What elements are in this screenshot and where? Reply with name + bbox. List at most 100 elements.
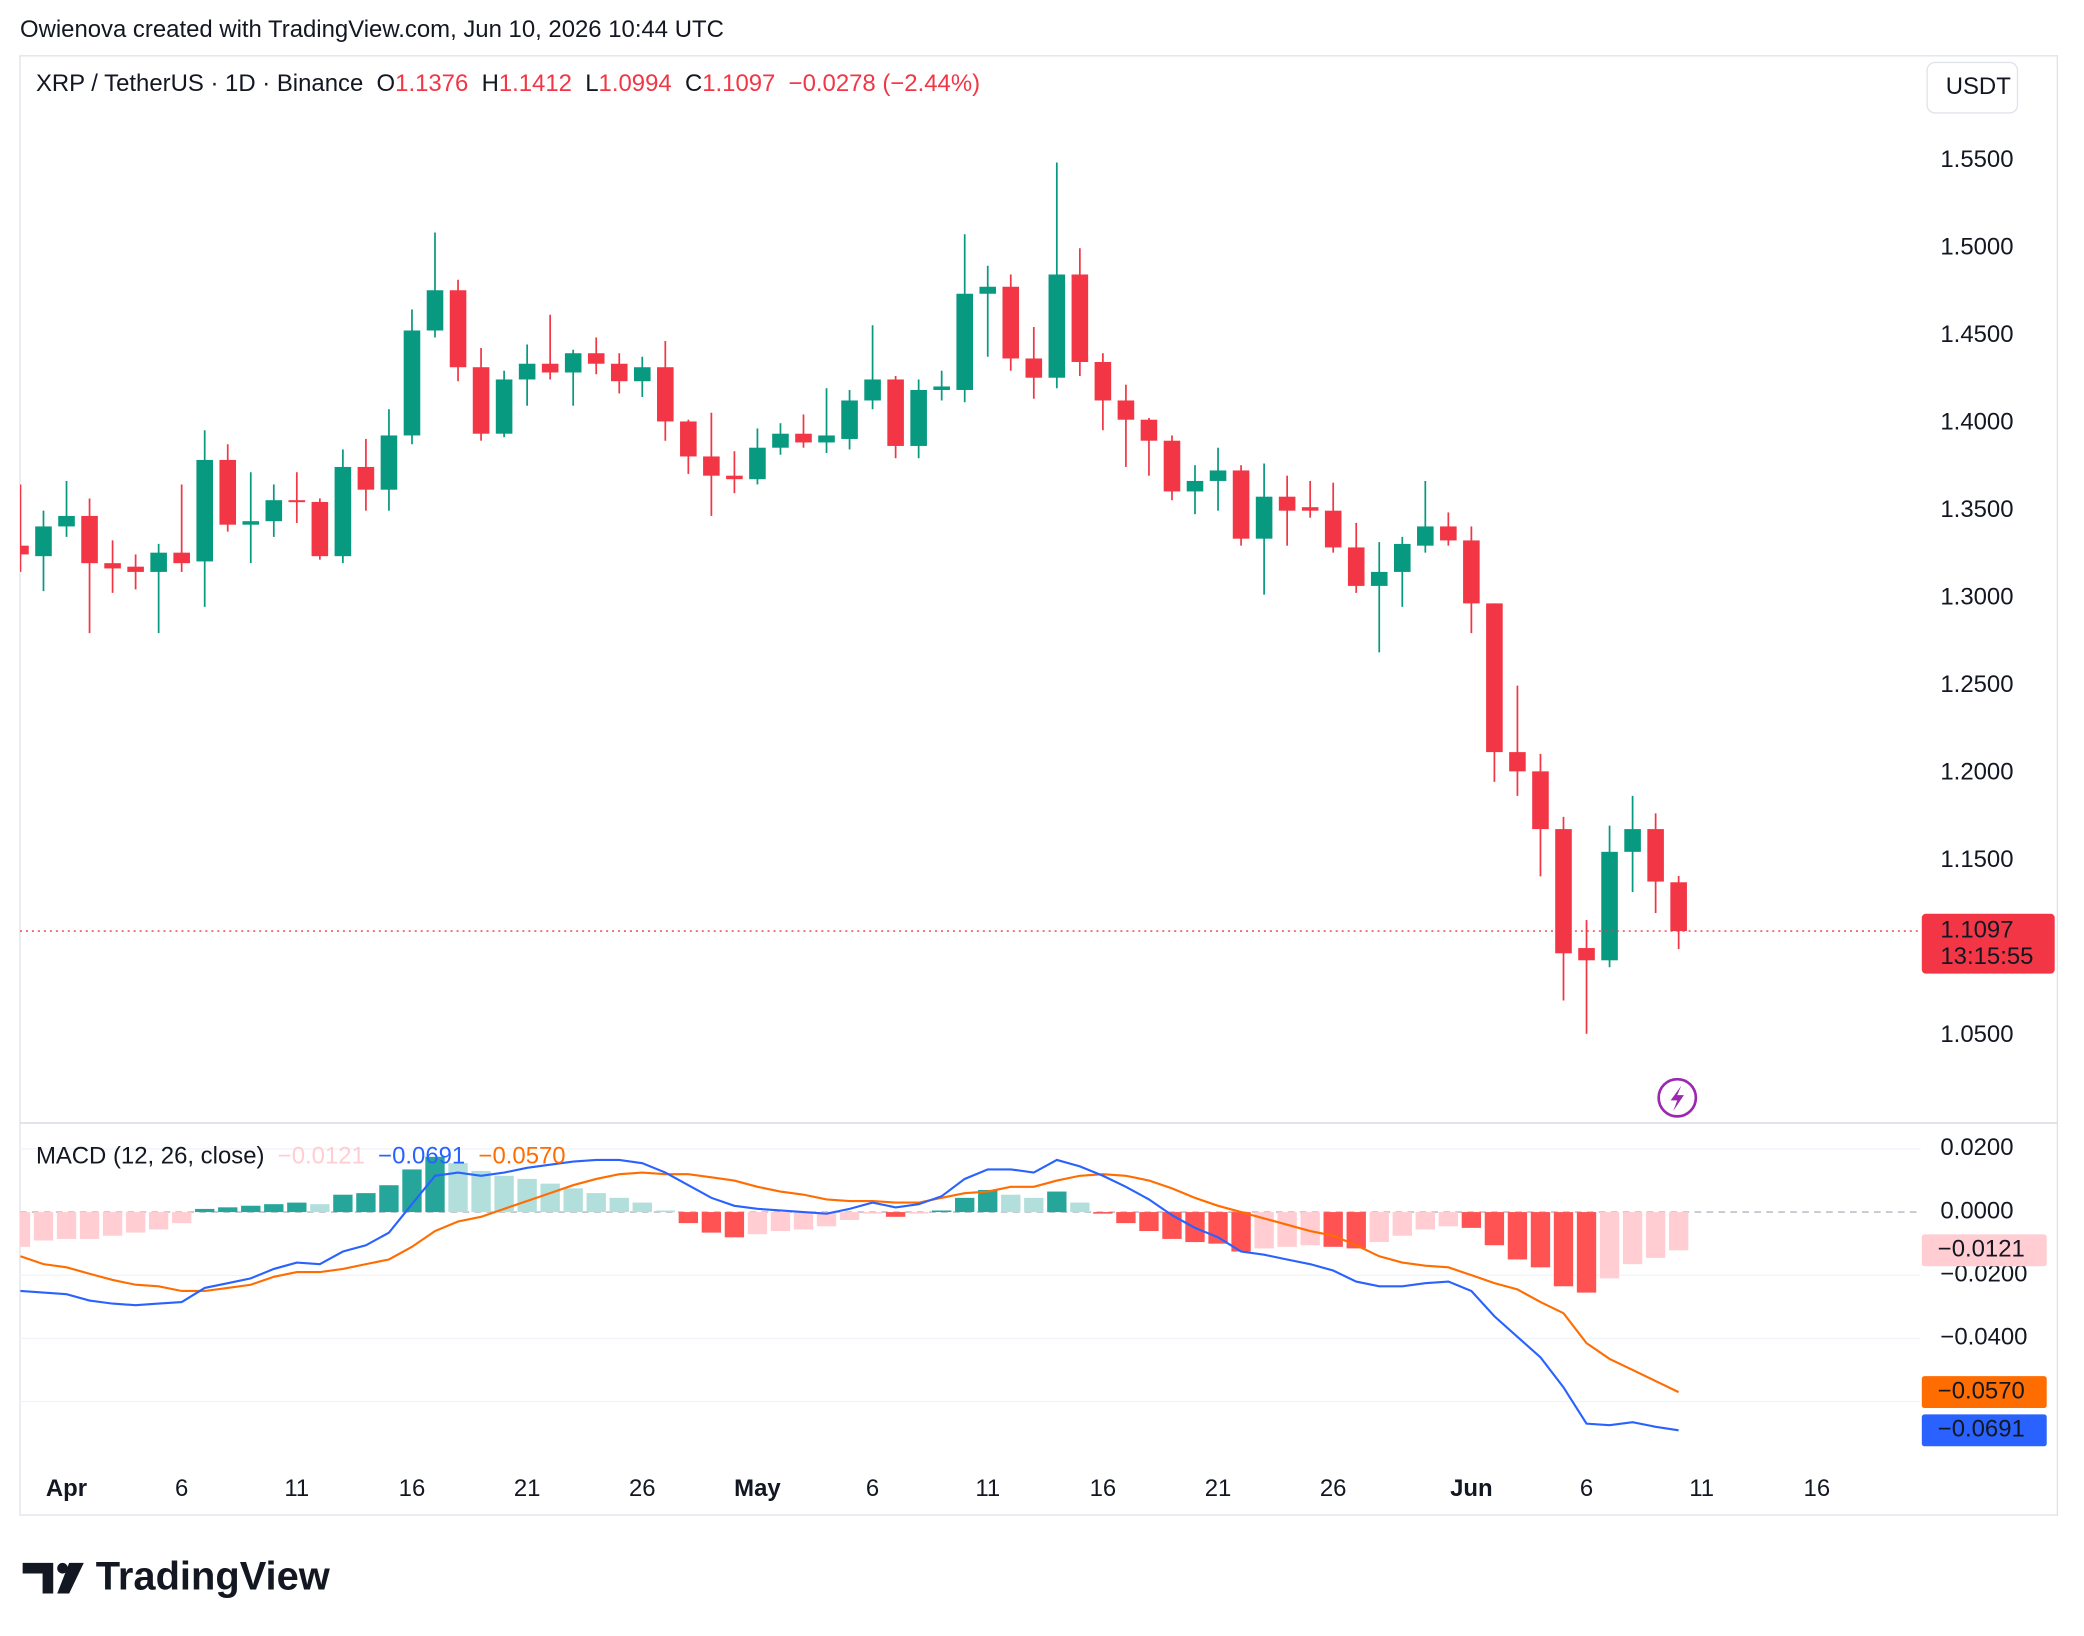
y-tick-label: 1.2000 (1940, 758, 2013, 785)
histogram-bar (241, 1205, 261, 1213)
x-tick-label: 16 (1090, 1475, 1117, 1502)
y-tick-label: 1.2500 (1940, 671, 2013, 698)
grid (19, 1148, 1921, 1403)
candle-body (1232, 470, 1250, 539)
histogram-bar (218, 1207, 238, 1213)
x-tick-label: 21 (514, 1475, 541, 1502)
histogram-bar (1645, 1212, 1666, 1258)
legend-low: 1.0994 (599, 70, 672, 97)
histogram-bar (747, 1212, 768, 1235)
macd-value-label: −0.0691 (1938, 1416, 2025, 1443)
candle-body (1048, 274, 1066, 378)
macd-tick-label: 0.0000 (1940, 1197, 2013, 1224)
candle-body (242, 521, 260, 525)
x-tick-label: 11 (1689, 1475, 1714, 1502)
candle-body (933, 386, 950, 390)
candle-body (1117, 400, 1135, 420)
alert-icon[interactable] (1657, 1077, 1698, 1118)
currency-button[interactable] (1926, 61, 2019, 114)
candle-body (1624, 829, 1641, 852)
histogram-bar (1070, 1202, 1090, 1213)
histogram-bar (356, 1193, 376, 1213)
axes: Apr 6 11 16 21 26 May 6 11 16 21 26 Jun 6 11 16 1.0500 1.… (46, 146, 2055, 1502)
histogram-bar (33, 1212, 54, 1241)
histogram-bar (1484, 1212, 1505, 1246)
histogram-bar (125, 1212, 146, 1233)
legend-high: 1.1412 (499, 70, 572, 97)
histogram-bar (1323, 1212, 1343, 1247)
candle-body (680, 421, 697, 457)
histogram-bar (1553, 1212, 1574, 1287)
x-tick-label: 16 (1804, 1475, 1831, 1502)
candle-body (1163, 440, 1181, 492)
histogram-bar (56, 1212, 77, 1239)
histogram-bar (1139, 1212, 1159, 1232)
histogram-bar (102, 1212, 123, 1236)
legend-key: H (482, 70, 499, 97)
histogram-bar (1668, 1212, 1689, 1251)
candle-body (311, 501, 329, 557)
y-tick-label: 1.5000 (1940, 234, 2013, 261)
macd-title: MACD (12, 26, close) (36, 1143, 265, 1170)
last-price-box (1921, 913, 2055, 974)
histogram-bar (770, 1212, 791, 1232)
candle-body (1440, 526, 1457, 541)
histogram-bar (540, 1183, 560, 1213)
histogram-bar (1576, 1212, 1597, 1293)
candle-body (1186, 480, 1204, 492)
histogram-bar (195, 1208, 215, 1213)
signal-line (20, 1171, 1680, 1394)
x-tick-label: Apr (46, 1475, 87, 1502)
histogram-bar (1231, 1212, 1251, 1252)
candle-body (841, 400, 858, 439)
candle-body (380, 435, 398, 490)
candle-body (1601, 851, 1618, 961)
histogram-bar (1300, 1212, 1320, 1246)
x-tick-label: 16 (399, 1475, 426, 1502)
countdown: 13:15:55 (1940, 943, 2033, 970)
candle-body (887, 379, 904, 446)
histogram-bar (264, 1204, 284, 1213)
candle-body (1670, 882, 1687, 932)
candle-body (749, 447, 766, 480)
signal-value-label: −0.0570 (1938, 1377, 2025, 1404)
candle-body (772, 433, 789, 448)
candle-body (1370, 571, 1388, 586)
candle-body (357, 466, 375, 490)
histogram-bar (425, 1156, 445, 1213)
candle-body (449, 290, 467, 368)
macd-value-box (1921, 1414, 2047, 1447)
candle-body (1094, 361, 1112, 401)
histogram-bar (310, 1204, 330, 1213)
candle-body (1486, 603, 1503, 753)
x-tick-label: 21 (1205, 1475, 1232, 1502)
candle-body (1140, 419, 1158, 441)
candle-body (334, 466, 352, 557)
frame (19, 55, 2059, 1516)
x-tick-label: 6 (866, 1475, 879, 1502)
histogram-value-label: −0.0121 (1938, 1236, 2025, 1263)
candle-body (564, 353, 582, 373)
candle-body (1555, 829, 1572, 954)
candle-body (265, 500, 283, 522)
legend-key: C (685, 70, 702, 97)
macd-legend: MACD (12, 26, close) −0.0121 −0.0691 −0.057… (36, 1143, 566, 1170)
currency[interactable]: USDT (1946, 73, 2011, 100)
brand: TradingView (96, 1554, 331, 1598)
histogram-bar (1047, 1191, 1067, 1213)
histogram-bar (471, 1171, 491, 1213)
candle-body (1509, 752, 1526, 772)
signal-value-box (1921, 1376, 2047, 1409)
histogram-bar (1369, 1212, 1389, 1243)
histogram-bar (1254, 1212, 1274, 1249)
candle-body (1278, 496, 1296, 511)
histogram-bar (839, 1212, 860, 1220)
candle-body (956, 293, 973, 390)
candle-body (1025, 358, 1043, 378)
candle-body (150, 552, 167, 572)
histogram-bar (148, 1212, 169, 1230)
histogram-bar (563, 1188, 583, 1213)
x-tick-label: Jun (1450, 1475, 1493, 1502)
candle-body (587, 353, 605, 364)
